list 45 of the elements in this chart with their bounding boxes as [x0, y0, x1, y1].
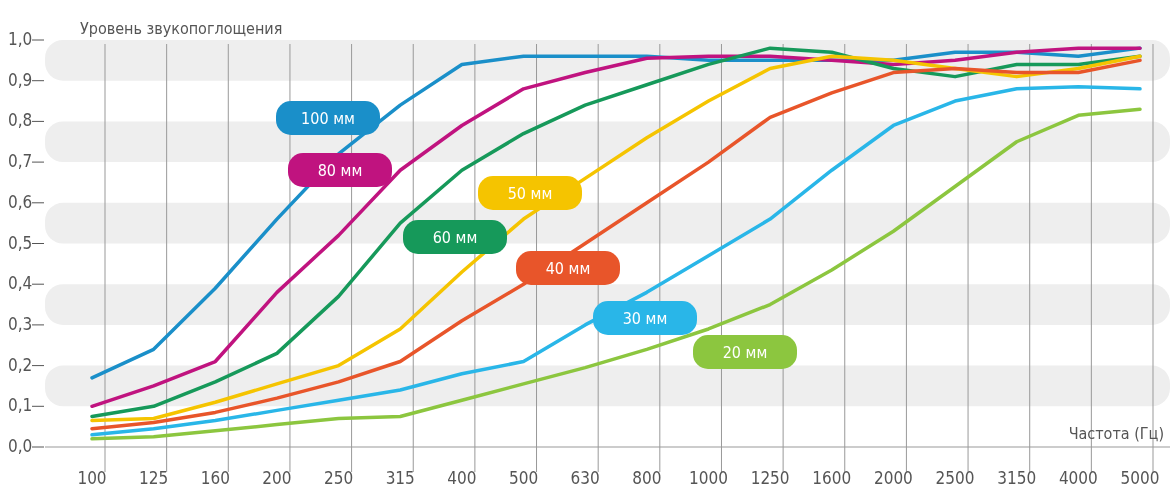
- y-tick-label: 0,8: [8, 110, 33, 131]
- series-label: 100 мм: [301, 108, 355, 128]
- x-tick-label: 100: [77, 468, 107, 488]
- y-axis-title: Уровень звукопоглощения: [80, 19, 283, 38]
- y-tick-label: 0,6: [8, 191, 33, 212]
- name-tag: 80 мм: [288, 153, 392, 187]
- x-tick-label: 315: [385, 468, 415, 488]
- name-tag: 30 мм: [593, 301, 697, 335]
- x-tick-label: 4000: [1058, 468, 1098, 488]
- x-tick-label: 630: [570, 468, 600, 488]
- x-tick-label: 200: [262, 468, 292, 488]
- series-label: 20 мм: [722, 342, 768, 362]
- y-tick-label: 0,9: [8, 69, 33, 90]
- x-tick-label: 2500: [935, 468, 975, 488]
- y-tick-label: 0,2: [8, 354, 33, 375]
- name-tag: 20 мм: [693, 335, 797, 369]
- x-tick-label: 3150: [997, 468, 1037, 488]
- name-tag: 100 мм: [276, 101, 380, 135]
- y-tick-label: 0,3: [8, 313, 33, 334]
- x-tick-label: 500: [508, 468, 539, 488]
- series-label: 50 мм: [507, 183, 553, 203]
- series-label: 80 мм: [317, 160, 363, 180]
- series-label: 40 мм: [545, 258, 591, 278]
- series-label: 30 мм: [622, 308, 668, 328]
- x-tick-label: 5000: [1120, 468, 1160, 488]
- y-tick-label: 0,1: [8, 395, 33, 416]
- y-tick-label: 0,7: [8, 151, 33, 172]
- y-tick-label: 0,5: [8, 232, 33, 253]
- x-tick-label: 1250: [750, 468, 790, 488]
- series-label: 60 мм: [432, 227, 478, 247]
- x-tick-label: 1000: [689, 468, 728, 488]
- x-tick-label: 125: [139, 468, 169, 488]
- y-tick-label: 1,0: [8, 29, 33, 49]
- x-axis-title: Частота (Гц): [1068, 424, 1164, 443]
- x-tick-label: 250: [323, 468, 354, 488]
- x-tick-label: 400: [447, 468, 477, 488]
- name-tag: 50 мм: [478, 176, 582, 210]
- x-tick-label: 2000: [873, 468, 913, 488]
- x-tick-label: 800: [632, 468, 662, 488]
- y-tick-label: 0,0: [8, 436, 33, 456]
- name-tag: 40 мм: [516, 251, 620, 285]
- y-tick-label: 0,4: [8, 273, 33, 294]
- name-tag: 60 мм: [403, 220, 507, 254]
- x-tick-label: 160: [200, 468, 230, 488]
- x-tick-label: 1600: [812, 468, 852, 488]
